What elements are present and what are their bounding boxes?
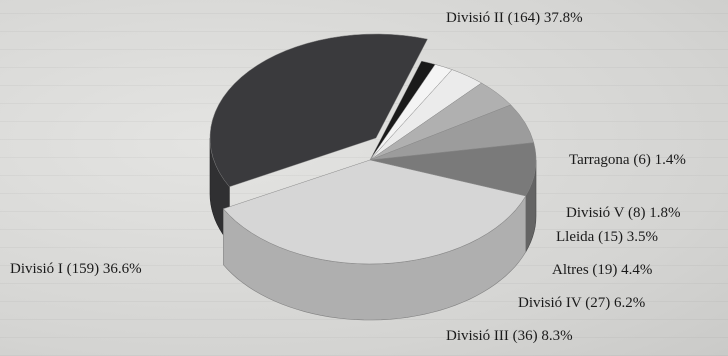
pie-slice-divisi-i bbox=[222, 159, 527, 265]
pie-tops bbox=[209, 33, 537, 265]
pie-slice-divisi-ii bbox=[209, 33, 428, 188]
slice-label-divisio-i: Divisió I (159) 36.6% bbox=[10, 261, 142, 277]
pie-sides bbox=[209, 137, 537, 321]
slice-label-divisio-v: Divisió V (8) 1.8% bbox=[566, 205, 681, 221]
slice-label-altres: Altres (19) 4.4% bbox=[552, 262, 653, 278]
pie-slice-divisi-iii bbox=[369, 142, 537, 197]
slice-label-divisio-iii: Divisió III (36) 8.3% bbox=[446, 328, 573, 344]
slice-label-lleida: Lleida (15) 3.5% bbox=[556, 229, 659, 245]
slice-label-tarragona: Tarragona (6) 1.4% bbox=[569, 152, 686, 168]
slice-label-divisio-iv: Divisió IV (27) 6.2% bbox=[518, 295, 646, 311]
slice-label-divisio-ii: Divisió II (164) 37.8% bbox=[446, 10, 583, 26]
